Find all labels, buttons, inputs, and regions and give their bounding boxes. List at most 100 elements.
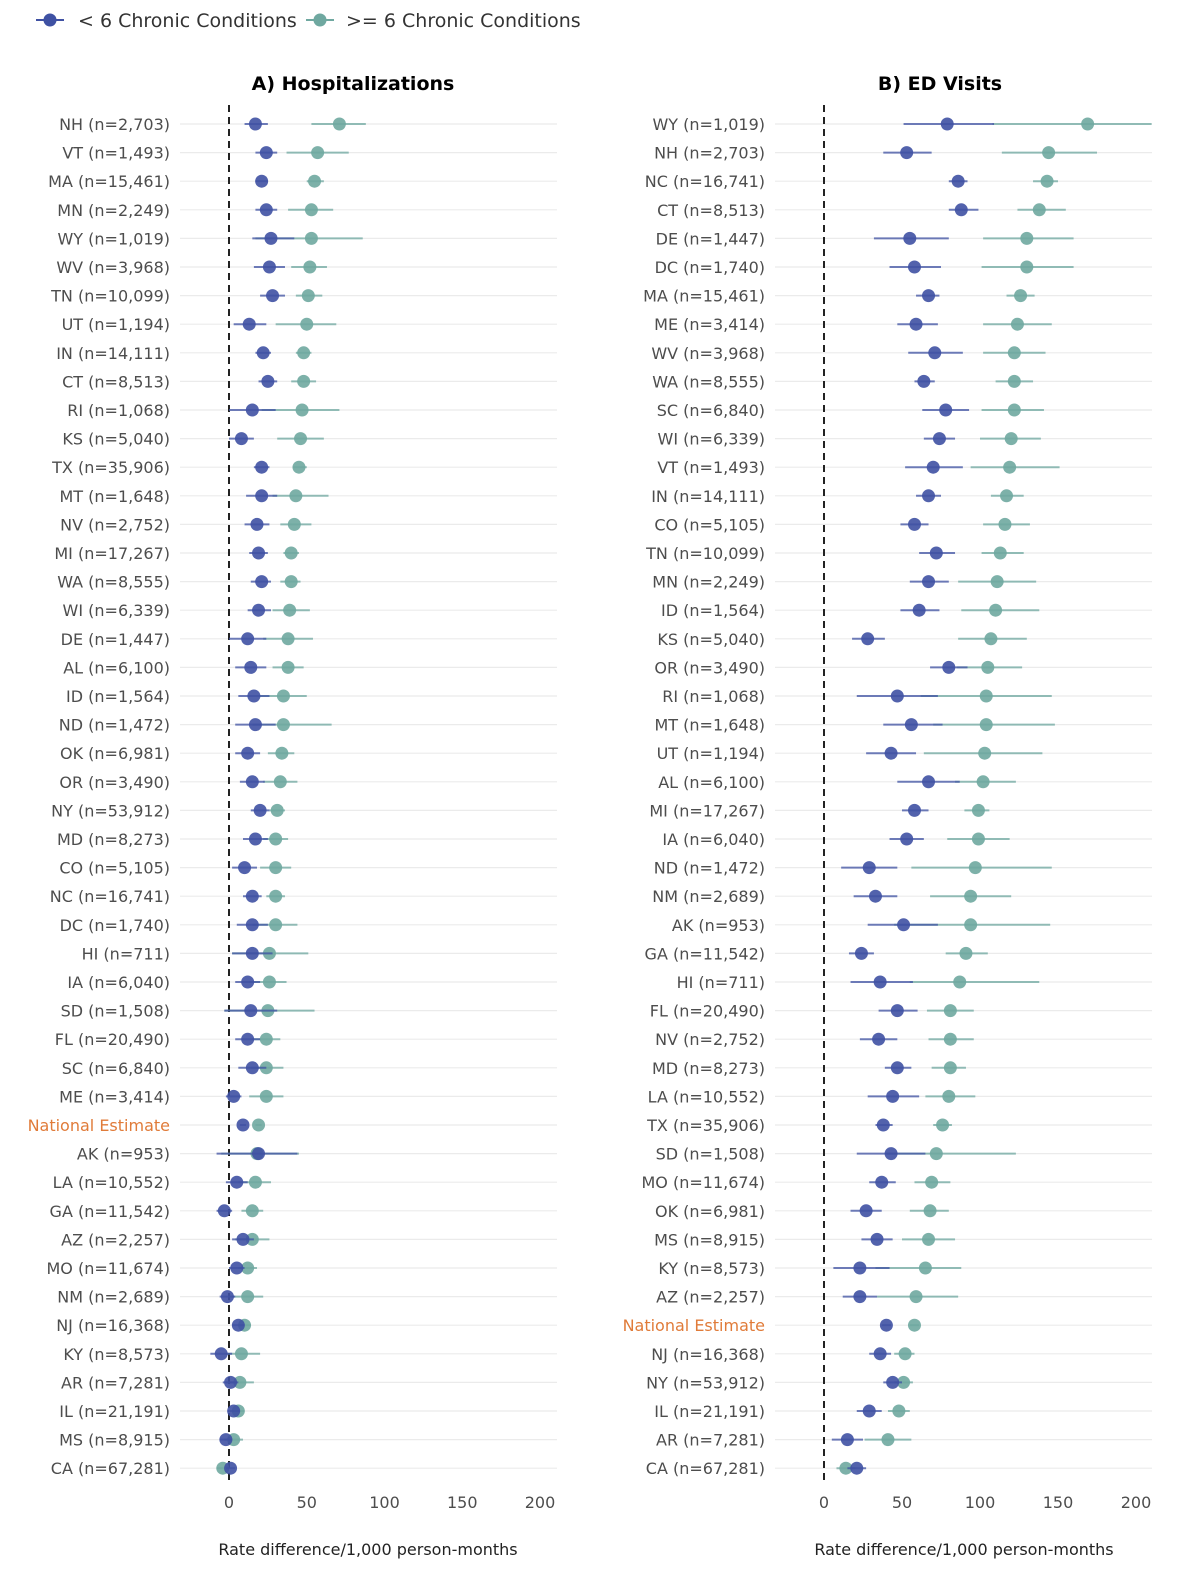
point-lt6 <box>900 146 914 160</box>
point-lt6 <box>230 1175 244 1189</box>
point-lt6 <box>886 1375 900 1389</box>
point-ge6 <box>1003 460 1017 474</box>
point-ge6 <box>898 1347 912 1361</box>
row-label: HI (n=711) <box>677 973 765 992</box>
point-ge6 <box>964 889 978 903</box>
legend-marker-lt6 <box>43 13 57 27</box>
point-lt6 <box>862 861 876 875</box>
point-lt6 <box>241 632 255 646</box>
point-lt6 <box>868 889 882 903</box>
point-ge6 <box>284 575 298 589</box>
point-ge6 <box>1020 231 1034 245</box>
point-ge6 <box>287 517 301 531</box>
point-ge6 <box>297 374 311 388</box>
row-label: AK (n=953) <box>672 916 765 935</box>
row-label: ID (n=1,564) <box>661 601 765 620</box>
point-ge6 <box>1020 260 1034 274</box>
row-label: MN (n=2,249) <box>57 201 170 220</box>
point-ge6 <box>269 832 283 846</box>
row-label: SC (n=6,840) <box>62 1059 170 1078</box>
point-ge6 <box>276 718 290 732</box>
row-label: KS (n=5,040) <box>657 630 765 649</box>
point-lt6 <box>255 174 269 188</box>
point-lt6 <box>890 1061 904 1075</box>
panel-hospitalizations: A) Hospitalizations Rate difference/1,00… <box>28 73 557 1559</box>
point-lt6 <box>217 1204 231 1218</box>
row-label: MT (n=1,648) <box>655 716 766 735</box>
point-lt6 <box>220 1290 234 1304</box>
point-ge6 <box>308 174 322 188</box>
point-ge6 <box>979 689 993 703</box>
row-label: MD (n=8,273) <box>652 1059 765 1078</box>
row-label: SD (n=1,508) <box>656 1145 765 1164</box>
row-label: IL (n=21,191) <box>59 1402 170 1421</box>
point-ge6 <box>295 403 309 417</box>
point-ge6 <box>1081 117 1095 131</box>
row-label: CO (n=5,105) <box>654 515 765 534</box>
row-label: IL (n=21,191) <box>654 1402 765 1421</box>
row-label: NM (n=2,689) <box>652 887 765 906</box>
point-ge6 <box>918 1261 932 1275</box>
point-ge6 <box>923 1204 937 1218</box>
point-lt6 <box>224 1375 238 1389</box>
row-label: LA (n=10,552) <box>53 1173 170 1192</box>
point-lt6 <box>907 260 921 274</box>
point-lt6 <box>241 746 255 760</box>
point-lt6 <box>247 689 261 703</box>
row-label: IN (n=14,111) <box>56 344 170 363</box>
point-ge6 <box>929 1147 943 1161</box>
point-ge6 <box>281 632 295 646</box>
point-lt6 <box>259 203 273 217</box>
row-label: AL (n=6,100) <box>63 658 170 677</box>
point-ge6 <box>925 1175 939 1189</box>
row-label: MT (n=1,648) <box>60 487 171 506</box>
point-lt6 <box>248 117 262 131</box>
point-ge6 <box>292 460 306 474</box>
point-ge6 <box>269 861 283 875</box>
row-label: LA (n=10,552) <box>648 1087 765 1106</box>
row-label: OR (n=3,490) <box>654 658 765 677</box>
point-lt6 <box>870 1232 884 1246</box>
row-label: MO (n=11,674) <box>642 1173 766 1192</box>
point-lt6 <box>264 231 278 245</box>
row-label: DE (n=1,447) <box>656 229 765 248</box>
point-lt6 <box>922 489 936 503</box>
point-lt6 <box>951 174 965 188</box>
point-lt6 <box>884 746 898 760</box>
point-ge6 <box>300 317 314 331</box>
x-tick-label: 0 <box>819 1493 829 1512</box>
row-label: DC (n=1,740) <box>655 258 765 277</box>
row-label: MN (n=2,249) <box>652 573 765 592</box>
point-ge6 <box>881 1433 895 1447</box>
panel-title: B) ED Visits <box>878 73 1002 95</box>
x-axis-label: Rate difference/1,000 person-months <box>218 1540 517 1559</box>
row-label: VT (n=1,493) <box>657 458 765 477</box>
point-lt6 <box>917 374 931 388</box>
point-ge6 <box>922 1232 936 1246</box>
point-lt6 <box>227 1089 241 1103</box>
row-label: NJ (n=16,368) <box>56 1316 170 1335</box>
point-lt6 <box>236 1118 250 1132</box>
row-label: SD (n=1,508) <box>61 1002 170 1021</box>
point-lt6 <box>853 1290 867 1304</box>
point-lt6 <box>219 1433 233 1447</box>
point-ge6 <box>971 803 985 817</box>
row-label: ME (n=3,414) <box>654 315 765 334</box>
point-ge6 <box>1032 203 1046 217</box>
point-lt6 <box>248 718 262 732</box>
point-lt6 <box>912 603 926 617</box>
point-ge6 <box>943 1032 957 1046</box>
point-ge6 <box>276 689 290 703</box>
panel-ed-visits: B) ED Visits Rate difference/1,000 perso… <box>623 73 1152 1559</box>
row-label: MS (n=8,915) <box>654 1230 765 1249</box>
point-lt6 <box>242 317 256 331</box>
point-ge6 <box>262 975 276 989</box>
row-label: WY (n=1,019) <box>652 115 765 134</box>
point-ge6 <box>953 975 967 989</box>
point-ge6 <box>303 260 317 274</box>
point-ge6 <box>968 861 982 875</box>
row-label: GA (n=11,542) <box>645 944 765 963</box>
point-ge6 <box>269 918 283 932</box>
legend-label-ge6: >= 6 Chronic Conditions <box>346 10 581 32</box>
point-lt6 <box>262 260 276 274</box>
